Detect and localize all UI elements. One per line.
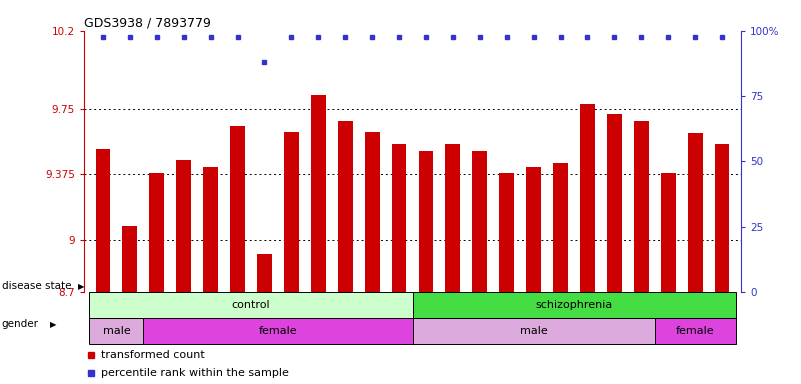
Bar	[90, 292, 413, 318]
Bar	[419, 151, 433, 292]
Bar	[445, 144, 461, 292]
Bar	[338, 121, 352, 292]
Text: transformed count: transformed count	[101, 350, 204, 360]
Bar	[661, 174, 676, 292]
Bar	[176, 159, 191, 292]
Bar	[553, 163, 568, 292]
Bar	[607, 114, 622, 292]
Bar	[364, 132, 380, 292]
Text: control: control	[231, 300, 270, 310]
Text: gender: gender	[2, 319, 38, 329]
Bar	[203, 167, 218, 292]
Text: ▶: ▶	[78, 281, 84, 291]
Bar	[90, 318, 143, 344]
Text: male: male	[103, 326, 131, 336]
Text: female: female	[676, 326, 714, 336]
Text: percentile rank within the sample: percentile rank within the sample	[101, 367, 288, 377]
Bar	[143, 318, 413, 344]
Text: disease state: disease state	[2, 281, 71, 291]
Bar	[688, 133, 702, 292]
Text: male: male	[520, 326, 548, 336]
Bar	[634, 121, 649, 292]
Text: ▶: ▶	[50, 320, 57, 329]
Bar	[392, 144, 406, 292]
Bar	[257, 253, 272, 292]
Bar	[413, 292, 735, 318]
Bar	[284, 132, 299, 292]
Bar	[654, 318, 735, 344]
Bar	[230, 126, 245, 292]
Bar	[499, 174, 514, 292]
Text: female: female	[259, 326, 297, 336]
Bar	[311, 95, 326, 292]
Bar	[526, 167, 541, 292]
Bar	[714, 144, 730, 292]
Bar	[123, 226, 137, 292]
Bar	[580, 104, 595, 292]
Bar	[413, 318, 654, 344]
Bar	[473, 151, 487, 292]
Bar	[149, 174, 164, 292]
Text: schizophrenia: schizophrenia	[535, 300, 613, 310]
Bar	[95, 149, 111, 292]
Text: GDS3938 / 7893779: GDS3938 / 7893779	[84, 17, 211, 30]
